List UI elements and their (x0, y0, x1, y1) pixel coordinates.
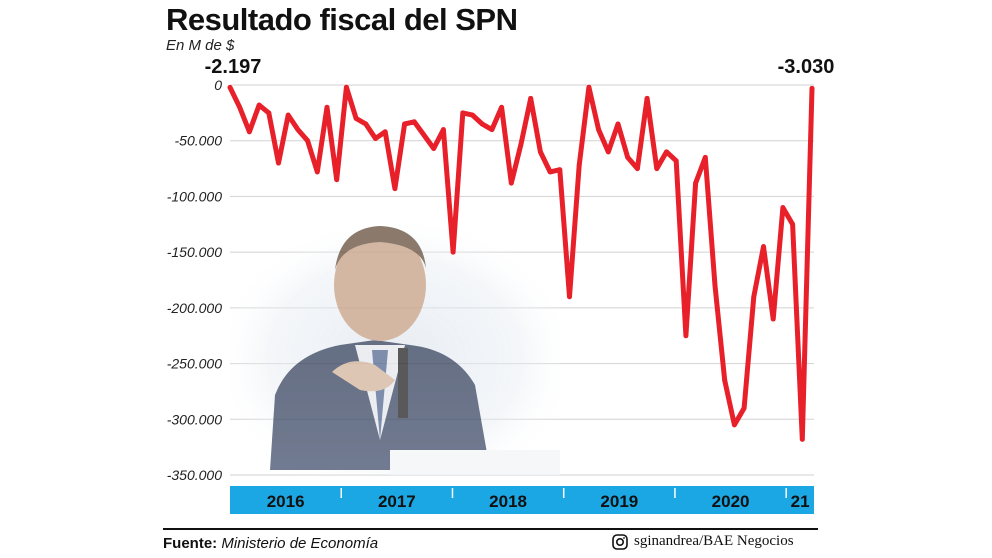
data-point (402, 121, 407, 127)
data-point (673, 158, 679, 164)
data-point (790, 221, 795, 227)
data-point (799, 436, 805, 442)
credit-text: sginandrea/BAE Negocios (634, 533, 794, 549)
data-point (702, 155, 708, 160)
data-point (664, 149, 669, 155)
data-point (761, 244, 766, 249)
data-point (305, 138, 310, 144)
data-point (528, 95, 534, 101)
data-point (489, 127, 495, 132)
instagram-icon (612, 533, 628, 550)
chart: 0 -50.000 -100.000 -150.000 -200.000 -250.000… (167, 56, 835, 514)
data-point (421, 132, 427, 138)
data-point (567, 294, 572, 300)
series-points (227, 84, 815, 442)
year-band (230, 486, 814, 514)
data-point (256, 102, 262, 108)
data-point (538, 149, 543, 155)
data-point (373, 136, 378, 141)
minister-photo (230, 215, 560, 475)
data-point (518, 141, 524, 147)
y-tick-label: 0 (214, 77, 222, 93)
data-point (654, 166, 660, 171)
data-point (635, 166, 640, 171)
data-point (605, 149, 611, 155)
y-axis-ticks: 0 -50.000 -100.000 -150.000 -200.000 -250.000… (167, 77, 222, 483)
data-point (392, 186, 398, 192)
data-point (596, 127, 601, 132)
data-point (693, 180, 698, 186)
data-point (712, 283, 718, 288)
data-point (576, 162, 582, 168)
y-tick-label: -150.000 (167, 244, 222, 260)
annotation-label: -3.030 (778, 56, 835, 78)
year-label: 2017 (378, 492, 416, 511)
data-point (479, 121, 485, 127)
data-point (450, 249, 456, 255)
data-point (751, 294, 757, 300)
annotations: -2.197 -3.030 (205, 56, 835, 78)
year-label: 2019 (600, 492, 638, 511)
data-point (741, 405, 747, 411)
data-point (314, 169, 320, 175)
annotation-label: -2.197 (205, 56, 262, 78)
year-label: 21 (791, 492, 810, 511)
data-point (460, 110, 466, 116)
data-point (324, 104, 330, 110)
data-point (431, 146, 437, 151)
data-point (441, 127, 446, 132)
data-point (353, 116, 359, 121)
data-point (780, 205, 786, 210)
data-point (227, 85, 233, 90)
data-point (732, 422, 737, 428)
y-tick-label: -200.000 (167, 300, 222, 316)
source-label: Fuente: (163, 535, 218, 552)
data-point (295, 127, 301, 132)
chart-subtitle: En M de $ (166, 37, 235, 54)
year-label: 2018 (489, 492, 527, 511)
data-point (770, 316, 776, 322)
source-value: Ministerio de Economía (221, 535, 379, 552)
data-point (334, 177, 340, 183)
data-point (266, 110, 272, 116)
data-point (615, 121, 621, 127)
y-tick-label: -350.000 (167, 467, 222, 483)
chart-title: Resultado fiscal del SPN (166, 2, 518, 37)
data-point (683, 333, 689, 339)
data-point (499, 104, 504, 110)
credit-line: sginandrea/BAE Negocios (612, 533, 794, 550)
data-point (247, 129, 252, 135)
y-tick-label: -300.000 (167, 411, 222, 427)
data-point (276, 160, 281, 166)
data-point (586, 84, 592, 90)
footer-divider (163, 528, 818, 530)
data-point (809, 85, 815, 91)
data-point (470, 112, 475, 118)
y-tick-label: -100.000 (167, 188, 222, 204)
data-point (547, 169, 553, 175)
data-point (363, 121, 369, 127)
y-tick-label: -50.000 (175, 133, 223, 149)
data-point (382, 129, 388, 135)
data-point (722, 377, 728, 383)
data-point (644, 95, 650, 101)
source-line: Fuente: Ministerio de Economía (163, 535, 378, 552)
y-tick-label: -250.000 (167, 356, 222, 372)
data-point (344, 84, 349, 90)
data-point (557, 167, 563, 173)
data-point (508, 180, 514, 186)
data-point (411, 119, 417, 125)
year-label: 2020 (712, 492, 750, 511)
data-point (237, 104, 243, 110)
year-label: 2016 (267, 492, 305, 511)
year-labels: 2016 2017 2018 2019 2020 21 (267, 488, 810, 511)
data-point (625, 155, 631, 160)
data-point (285, 112, 291, 118)
